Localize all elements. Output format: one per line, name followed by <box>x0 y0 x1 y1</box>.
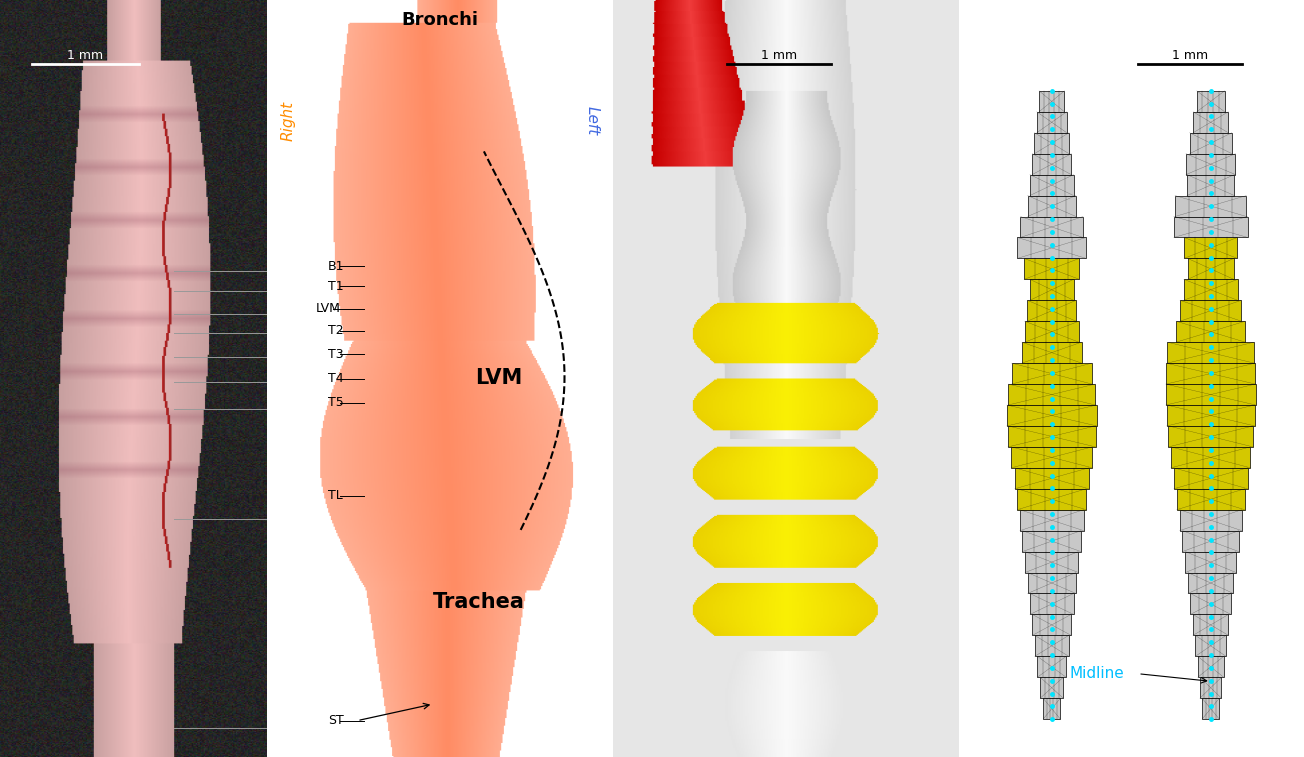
Polygon shape <box>1011 447 1093 468</box>
Text: 1 mm: 1 mm <box>760 49 797 62</box>
Polygon shape <box>1191 593 1231 615</box>
Polygon shape <box>1035 635 1069 656</box>
Polygon shape <box>1034 132 1069 154</box>
Polygon shape <box>1007 405 1097 426</box>
Text: 1 mm: 1 mm <box>1172 49 1208 62</box>
Polygon shape <box>1008 426 1095 447</box>
Text: TL: TL <box>327 489 343 503</box>
Polygon shape <box>1200 678 1222 698</box>
Polygon shape <box>1015 468 1089 489</box>
Text: T2: T2 <box>327 324 343 338</box>
Polygon shape <box>1038 656 1067 678</box>
Polygon shape <box>1188 258 1234 279</box>
Polygon shape <box>1180 509 1241 531</box>
Text: Right: Right <box>280 101 296 142</box>
Polygon shape <box>1174 217 1248 238</box>
Polygon shape <box>1024 258 1080 279</box>
Polygon shape <box>1030 175 1073 195</box>
Text: T4: T4 <box>327 372 343 385</box>
Polygon shape <box>1021 217 1084 238</box>
Text: T3: T3 <box>327 347 343 361</box>
Polygon shape <box>1030 593 1073 615</box>
Text: Midline: Midline <box>1069 666 1124 681</box>
Polygon shape <box>1197 91 1224 112</box>
Polygon shape <box>1022 342 1081 363</box>
Polygon shape <box>1041 678 1063 698</box>
Polygon shape <box>1196 635 1226 656</box>
Polygon shape <box>1166 363 1256 384</box>
Polygon shape <box>1187 175 1235 195</box>
Polygon shape <box>1189 132 1232 154</box>
Polygon shape <box>1180 301 1241 321</box>
Polygon shape <box>1168 426 1253 447</box>
Text: LVM: LVM <box>316 302 340 316</box>
Polygon shape <box>1008 384 1095 405</box>
Polygon shape <box>1033 154 1072 175</box>
Polygon shape <box>1184 238 1237 258</box>
Text: LVM: LVM <box>475 369 522 388</box>
Polygon shape <box>1022 531 1081 552</box>
Polygon shape <box>1193 112 1228 132</box>
Polygon shape <box>1184 279 1237 301</box>
Polygon shape <box>1176 489 1245 509</box>
Polygon shape <box>1012 363 1091 384</box>
Polygon shape <box>1167 405 1254 426</box>
Polygon shape <box>1198 656 1223 678</box>
Text: B1: B1 <box>327 260 344 273</box>
Polygon shape <box>1166 384 1256 405</box>
Polygon shape <box>1175 195 1247 217</box>
Polygon shape <box>1167 342 1254 363</box>
Polygon shape <box>1030 279 1073 301</box>
Text: Bronchi: Bronchi <box>402 11 479 30</box>
Polygon shape <box>1043 698 1060 719</box>
Text: T5: T5 <box>327 396 343 410</box>
Text: ST: ST <box>327 714 343 727</box>
Polygon shape <box>1188 572 1234 593</box>
Polygon shape <box>1017 489 1086 509</box>
Polygon shape <box>1025 552 1078 572</box>
Text: T1: T1 <box>327 279 343 293</box>
Polygon shape <box>1033 615 1071 635</box>
Text: Left: Left <box>584 107 600 136</box>
Polygon shape <box>1202 698 1219 719</box>
Polygon shape <box>1171 447 1251 468</box>
Polygon shape <box>1185 154 1235 175</box>
Polygon shape <box>1185 552 1236 572</box>
Polygon shape <box>1176 321 1245 342</box>
Polygon shape <box>1017 238 1086 258</box>
Polygon shape <box>1193 615 1228 635</box>
Polygon shape <box>1025 321 1078 342</box>
Polygon shape <box>1028 301 1076 321</box>
Polygon shape <box>1020 509 1084 531</box>
Polygon shape <box>1037 112 1067 132</box>
Polygon shape <box>1174 468 1248 489</box>
Text: Trachea: Trachea <box>433 592 526 612</box>
Polygon shape <box>1039 91 1064 112</box>
Polygon shape <box>1028 572 1076 593</box>
Polygon shape <box>1028 195 1076 217</box>
Polygon shape <box>1183 531 1239 552</box>
Text: 1 mm: 1 mm <box>68 49 103 62</box>
